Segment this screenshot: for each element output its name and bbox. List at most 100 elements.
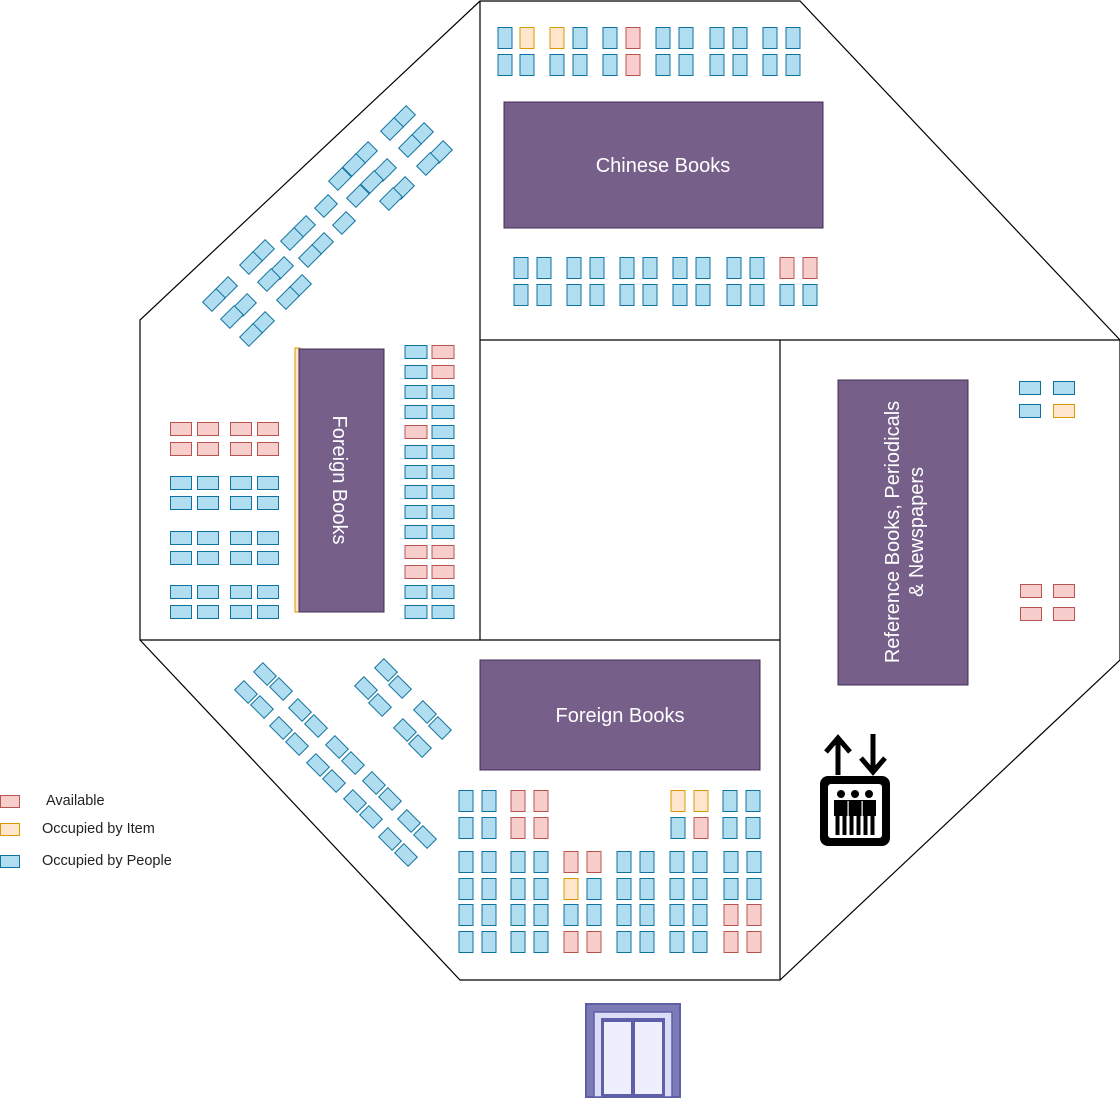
seat-available[interactable] bbox=[586, 931, 602, 953]
seat-occupied-people[interactable] bbox=[549, 54, 565, 76]
seat-occupied-people[interactable] bbox=[230, 496, 252, 510]
seat-occupied-people[interactable] bbox=[275, 285, 301, 311]
seat-occupied-people[interactable] bbox=[669, 904, 685, 926]
seat-occupied-people[interactable] bbox=[431, 425, 455, 439]
seat-occupied-people[interactable] bbox=[303, 713, 329, 739]
seat-occupied-people[interactable] bbox=[257, 476, 279, 490]
seat-occupied-people[interactable] bbox=[745, 817, 761, 839]
seat-occupied-people[interactable] bbox=[201, 287, 227, 313]
seat-occupied-people[interactable] bbox=[458, 931, 474, 953]
seat-occupied-people[interactable] bbox=[341, 152, 367, 178]
seat-occupied-people[interactable] bbox=[359, 169, 385, 195]
seat-occupied-people[interactable] bbox=[709, 54, 725, 76]
seat-available[interactable] bbox=[802, 257, 818, 279]
seat-available[interactable] bbox=[431, 365, 455, 379]
seat-occupied-people[interactable] bbox=[170, 496, 192, 510]
seat-occupied-people[interactable] bbox=[692, 904, 708, 926]
seat-occupied-people[interactable] bbox=[510, 878, 526, 900]
seat-occupied-people[interactable] bbox=[404, 585, 428, 599]
seat-occupied-people[interactable] bbox=[513, 257, 529, 279]
seat-occupied-people[interactable] bbox=[427, 715, 453, 741]
seat-occupied-people[interactable] bbox=[785, 27, 801, 49]
seat-occupied-people[interactable] bbox=[586, 904, 602, 926]
seat-occupied-people[interactable] bbox=[616, 904, 632, 926]
seat-occupied-people[interactable] bbox=[373, 657, 399, 683]
seat-occupied-people[interactable] bbox=[297, 243, 323, 269]
seat-occupied-people[interactable] bbox=[642, 284, 658, 306]
seat-occupied-people[interactable] bbox=[377, 826, 403, 852]
seat-occupied-item[interactable] bbox=[563, 878, 579, 900]
seat-available[interactable] bbox=[230, 422, 252, 436]
seat-occupied-people[interactable] bbox=[762, 27, 778, 49]
seat-occupied-people[interactable] bbox=[481, 790, 497, 812]
seat-occupied-people[interactable] bbox=[669, 851, 685, 873]
seat-occupied-people[interactable] bbox=[404, 445, 428, 459]
seat-occupied-people[interactable] bbox=[284, 731, 310, 757]
seat-occupied-people[interactable] bbox=[230, 531, 252, 545]
seat-occupied-people[interactable] bbox=[257, 605, 279, 619]
seat-occupied-people[interactable] bbox=[481, 904, 497, 926]
seat-occupied-people[interactable] bbox=[431, 385, 455, 399]
seat-occupied-people[interactable] bbox=[233, 679, 259, 705]
seat-occupied-people[interactable] bbox=[431, 485, 455, 499]
seat-occupied-people[interactable] bbox=[533, 931, 549, 953]
seat-occupied-people[interactable] bbox=[393, 842, 419, 868]
seat-available[interactable] bbox=[563, 931, 579, 953]
seat-available[interactable] bbox=[746, 931, 762, 953]
seat-occupied-people[interactable] bbox=[404, 505, 428, 519]
seat-occupied-people[interactable] bbox=[481, 931, 497, 953]
seat-available[interactable] bbox=[746, 904, 762, 926]
seat-available[interactable] bbox=[625, 54, 641, 76]
seat-occupied-people[interactable] bbox=[678, 54, 694, 76]
seat-occupied-item[interactable] bbox=[670, 790, 686, 812]
seat-occupied-people[interactable] bbox=[746, 878, 762, 900]
seat-available[interactable] bbox=[431, 345, 455, 359]
seat-occupied-people[interactable] bbox=[404, 365, 428, 379]
seat-available[interactable] bbox=[404, 425, 428, 439]
seat-occupied-people[interactable] bbox=[749, 284, 765, 306]
seat-occupied-people[interactable] bbox=[238, 322, 264, 348]
seat-occupied-people[interactable] bbox=[458, 904, 474, 926]
seat-occupied-people[interactable] bbox=[779, 284, 795, 306]
seat-occupied-people[interactable] bbox=[197, 531, 219, 545]
seat-available[interactable] bbox=[197, 422, 219, 436]
seat-occupied-people[interactable] bbox=[287, 697, 313, 723]
seat-occupied-people[interactable] bbox=[669, 878, 685, 900]
seat-available[interactable] bbox=[404, 565, 428, 579]
seat-occupied-people[interactable] bbox=[458, 851, 474, 873]
seat-occupied-people[interactable] bbox=[358, 804, 384, 830]
seat-occupied-people[interactable] bbox=[230, 605, 252, 619]
seat-occupied-people[interactable] bbox=[257, 496, 279, 510]
seat-occupied-people[interactable] bbox=[219, 304, 245, 330]
seat-occupied-people[interactable] bbox=[723, 851, 739, 873]
seat-occupied-people[interactable] bbox=[695, 257, 711, 279]
seat-occupied-people[interactable] bbox=[802, 284, 818, 306]
seat-available[interactable] bbox=[510, 790, 526, 812]
seat-occupied-people[interactable] bbox=[497, 27, 513, 49]
seat-occupied-people[interactable] bbox=[404, 485, 428, 499]
seat-occupied-people[interactable] bbox=[723, 878, 739, 900]
seat-occupied-people[interactable] bbox=[533, 904, 549, 926]
seat-occupied-people[interactable] bbox=[431, 445, 455, 459]
seat-occupied-people[interactable] bbox=[642, 257, 658, 279]
seat-occupied-people[interactable] bbox=[361, 770, 387, 796]
seat-occupied-people[interactable] bbox=[197, 551, 219, 565]
seat-occupied-people[interactable] bbox=[397, 133, 423, 159]
seat-available[interactable] bbox=[693, 817, 709, 839]
seat-occupied-people[interactable] bbox=[639, 904, 655, 926]
seat-occupied-people[interactable] bbox=[722, 817, 738, 839]
seat-occupied-item[interactable] bbox=[693, 790, 709, 812]
seat-occupied-people[interactable] bbox=[268, 715, 294, 741]
seat-available[interactable] bbox=[779, 257, 795, 279]
seat-available[interactable] bbox=[170, 442, 192, 456]
seat-occupied-people[interactable] bbox=[519, 54, 535, 76]
seat-available[interactable] bbox=[431, 565, 455, 579]
seat-occupied-people[interactable] bbox=[458, 790, 474, 812]
seat-occupied-people[interactable] bbox=[431, 465, 455, 479]
elevator-icon[interactable] bbox=[820, 734, 890, 846]
seat-occupied-people[interactable] bbox=[1019, 381, 1041, 395]
seat-available[interactable] bbox=[1053, 584, 1075, 598]
seat-occupied-people[interactable] bbox=[170, 585, 192, 599]
seat-occupied-people[interactable] bbox=[431, 405, 455, 419]
seat-occupied-people[interactable] bbox=[404, 525, 428, 539]
